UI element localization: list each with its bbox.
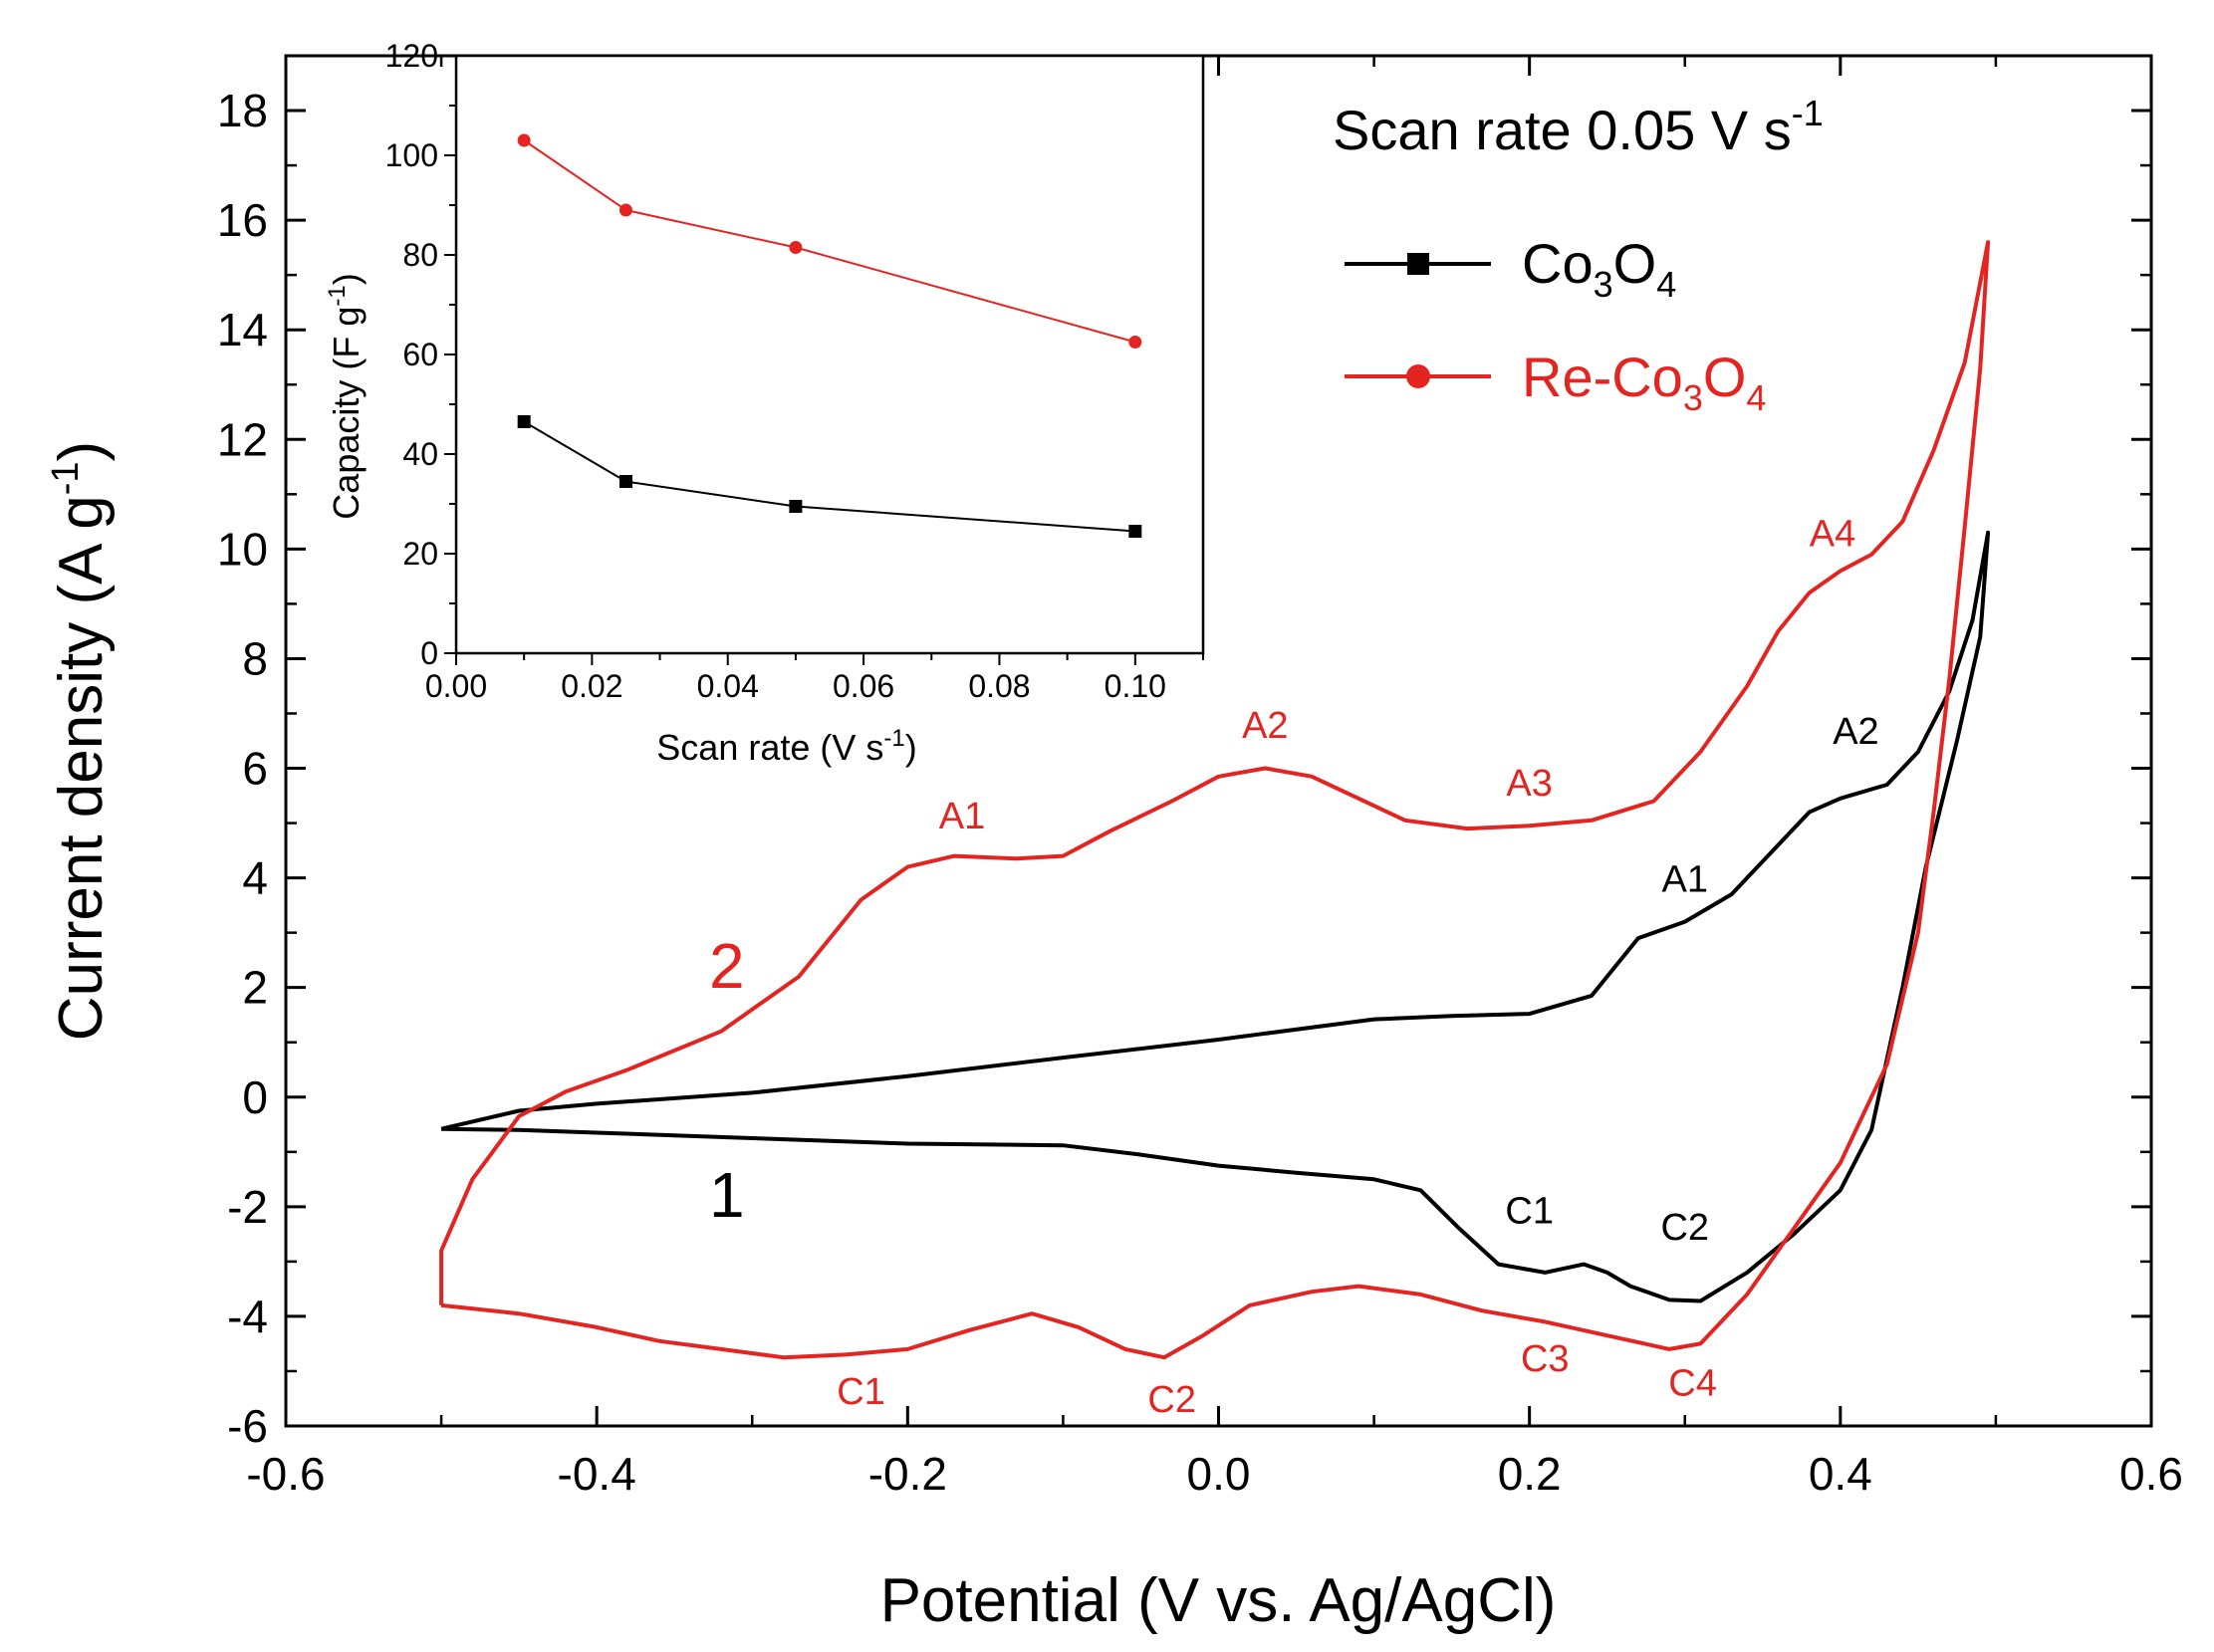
inset-y-tick-label: 80 <box>402 237 438 273</box>
peak-label-co3o4-c2: C2 <box>1660 1207 1709 1249</box>
inset-point-re-co3o4 <box>517 133 531 147</box>
curve-id-re-co3o4: 2 <box>709 930 745 1002</box>
legend-label-re-co3o4: Re-Co3O4 <box>1522 346 1766 418</box>
inset-x-tick-label: 0.04 <box>697 668 759 704</box>
peak-label-re_co3o4-c3: C3 <box>1521 1338 1570 1380</box>
legend-marker-re-co3o4 <box>1406 364 1430 388</box>
inset-y-tick-label: 100 <box>385 137 438 173</box>
y-tick-label: 8 <box>242 632 268 684</box>
x-tick-label: -0.2 <box>868 1448 947 1500</box>
inset-x-tick-label: 0.02 <box>561 668 622 704</box>
inset-y-tick-label: 40 <box>402 436 438 472</box>
y-tick-label: 4 <box>242 852 268 904</box>
legend-label-co3o4: Co3O4 <box>1522 232 1676 305</box>
y-tick-label: 16 <box>217 194 268 246</box>
inset-x-tick-label: 0.00 <box>425 668 487 704</box>
inset-axis-ticks: 0.00 0.02 0.04 0.06 0.08 0.10 0 20 40 60 80 100 120 <box>385 38 1204 704</box>
y-tick-label: 18 <box>217 85 268 136</box>
y-tick-label: 6 <box>242 743 268 795</box>
x-tick-label: -0.6 <box>246 1448 325 1500</box>
main-axis-ticks: -0.6 -0.4 -0.2 0.0 0.2 0.4 0.6-6-4-20246810121… <box>217 54 2183 1500</box>
y-tick-label: 0 <box>242 1071 268 1123</box>
y-tick-label: -2 <box>227 1181 268 1233</box>
y-tick-label: 12 <box>217 413 268 465</box>
inset-point-co3o4 <box>517 415 531 428</box>
inset-point-co3o4 <box>618 475 632 488</box>
peak-label-re_co3o4-a1: A1 <box>939 796 985 837</box>
inset-x-tick-label: 0.10 <box>1105 668 1166 704</box>
peak-label-re_co3o4-c1: C1 <box>837 1371 885 1413</box>
peak-label-re_co3o4-a4: A4 <box>1810 514 1855 556</box>
x-tick-label: 0.2 <box>1498 1448 1562 1500</box>
legend: Co3O4 Re-Co3O4 <box>1345 232 1766 418</box>
inset-point-re-co3o4 <box>789 241 803 254</box>
x-tick-label: 0.4 <box>1809 1448 1872 1500</box>
inset-point-re-co3o4 <box>1128 336 1142 349</box>
x-tick-label: 0.6 <box>2119 1448 2183 1500</box>
y-axis-title: Current density (A g-1) <box>45 441 116 1041</box>
inset-series-layer <box>517 133 1142 538</box>
y-tick-label: 2 <box>242 962 268 1014</box>
curve-id-co3o4: 1 <box>709 1159 745 1231</box>
x-axis-title: Potential (V vs. Ag/AgCl) <box>880 1566 1557 1635</box>
peak-label-co3o4-c1: C1 <box>1505 1190 1554 1232</box>
inset-x-tick-label: 0.08 <box>968 668 1030 704</box>
peak-label-re_co3o4-a2: A2 <box>1242 705 1288 747</box>
inset-y-tick-label: 60 <box>402 337 438 372</box>
inset-y-tick-label: 120 <box>385 38 438 74</box>
inset-point-co3o4 <box>1128 525 1142 538</box>
inset-frame <box>454 54 1205 655</box>
y-tick-label: -4 <box>227 1291 268 1342</box>
peak-label-co3o4-a2: A2 <box>1833 711 1878 753</box>
y-tick-label: 10 <box>217 523 268 575</box>
inset-x-tick-label: 0.06 <box>833 668 894 704</box>
y-tick-label: 14 <box>217 304 268 355</box>
inset-point-co3o4 <box>789 500 803 513</box>
inset-y-tick-label: 20 <box>402 536 438 572</box>
main-series-layer <box>439 240 1991 1360</box>
y-tick-label: -6 <box>227 1400 268 1452</box>
inset-series-re-co3o4-line <box>523 139 1136 344</box>
peak-label-re_co3o4-c2: C2 <box>1147 1379 1196 1421</box>
inset-point-re-co3o4 <box>618 203 632 217</box>
legend-marker-co3o4 <box>1407 253 1429 275</box>
inset-y-tick-label: 0 <box>420 635 438 671</box>
series-re-co3o4-curve <box>439 240 1991 1360</box>
inset-x-axis-title: Scan rate (V s-1) <box>656 725 916 768</box>
peak-labels: A1 A2 A3 A4 C1 C2 C3 C4 A1 A2 C1 C2 <box>837 514 1878 1422</box>
peak-label-re_co3o4-a3: A3 <box>1506 763 1552 805</box>
x-tick-label: -0.4 <box>558 1448 636 1500</box>
peak-label-co3o4-a1: A1 <box>1662 858 1708 900</box>
chart-title: Scan rate 0.05 V s-1 <box>1333 93 1824 161</box>
peak-label-re_co3o4-c4: C4 <box>1668 1363 1717 1405</box>
x-tick-label: 0.0 <box>1187 1448 1251 1500</box>
inset-series-co3o4-line <box>523 420 1135 533</box>
inset-y-axis-title: Capacity (F g-1) <box>324 273 367 519</box>
